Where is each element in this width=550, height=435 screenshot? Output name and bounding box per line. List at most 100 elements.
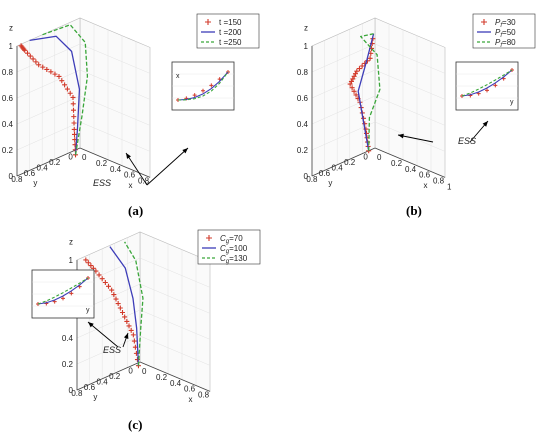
legend-marker-1 bbox=[205, 19, 211, 25]
inset-series-marker-1 bbox=[69, 291, 74, 296]
ess-annotation: ESS bbox=[103, 345, 121, 355]
legend-marker-1 bbox=[481, 19, 487, 25]
inset-series-line-2 bbox=[177, 71, 229, 101]
x-axis-label: x bbox=[424, 181, 428, 190]
z-tick-label: 0.4 bbox=[2, 120, 14, 129]
x-tick-label: 0.6 bbox=[124, 171, 136, 180]
annotation-arrowhead bbox=[88, 322, 94, 328]
inset-series-marker-1 bbox=[61, 296, 65, 301]
grid-line bbox=[76, 309, 141, 339]
y-axis bbox=[16, 147, 81, 177]
y-tick-label: 0.4 bbox=[37, 164, 49, 173]
z-tick-label: 0.4 bbox=[297, 120, 309, 129]
series-marker-1 bbox=[67, 90, 73, 96]
series-marker-1 bbox=[99, 276, 105, 282]
series-marker-1 bbox=[52, 71, 58, 77]
grid-line bbox=[374, 69, 446, 100]
grid-line bbox=[139, 309, 211, 340]
inset-axis-label: y bbox=[86, 307, 90, 314]
back-wall-xz bbox=[79, 17, 151, 178]
series-marker-1 bbox=[48, 69, 54, 75]
inset-series-marker-1 bbox=[192, 93, 197, 98]
series-line-2 bbox=[357, 33, 375, 151]
annotation-arrow bbox=[125, 152, 148, 186]
inset-series-marker-1 bbox=[493, 83, 498, 88]
series-marker-1 bbox=[33, 59, 39, 65]
y-axis-label: y bbox=[328, 178, 332, 187]
grid-line bbox=[139, 283, 211, 314]
ess-annotation: ESS bbox=[458, 136, 476, 146]
series-marker-1 bbox=[36, 62, 42, 68]
grid-line bbox=[374, 95, 446, 126]
inset-series-line-2 bbox=[37, 277, 89, 305]
series-marker-1 bbox=[109, 287, 115, 293]
z-tick-label: 0.2 bbox=[297, 146, 309, 155]
legend-label-2: Cg=100 bbox=[220, 244, 248, 255]
grid-line bbox=[79, 121, 151, 152]
grid-line bbox=[79, 69, 151, 100]
annotation-arrowhead bbox=[482, 121, 488, 127]
y-tick-label: 0.6 bbox=[319, 169, 331, 178]
legend-label-3: Pf=80 bbox=[495, 38, 516, 49]
series-marker-1 bbox=[40, 64, 46, 70]
series-marker-1 bbox=[27, 53, 33, 59]
series-marker-1 bbox=[351, 73, 357, 79]
grid-line bbox=[374, 43, 446, 74]
series-line-3 bbox=[124, 241, 144, 366]
series-marker-1 bbox=[88, 263, 94, 269]
series-marker-1 bbox=[70, 101, 76, 107]
series-marker-1 bbox=[71, 120, 77, 126]
z-tick-label: 0.4 bbox=[62, 334, 74, 343]
series-marker-1 bbox=[348, 78, 354, 84]
series-marker-1 bbox=[62, 82, 68, 88]
ess-annotation: ESS bbox=[93, 178, 111, 188]
legend-label-2: t =200 bbox=[219, 28, 242, 37]
y-axis bbox=[76, 361, 141, 391]
annotation-arrowhead bbox=[182, 148, 188, 154]
series-marker-1 bbox=[356, 66, 362, 72]
y-tick-label: 0.8 bbox=[306, 175, 318, 184]
z-axis-label: z bbox=[9, 23, 13, 32]
grid-line bbox=[79, 43, 151, 74]
legend-label-1: Cg=70 bbox=[220, 234, 243, 245]
x-axis-label: x bbox=[189, 395, 193, 404]
z-tick-label: 0.2 bbox=[2, 146, 14, 155]
series-line-3 bbox=[41, 24, 89, 155]
annotation-arrowhead bbox=[398, 133, 404, 139]
annotation-arrowhead bbox=[126, 153, 131, 159]
y-tick-label: 0.6 bbox=[84, 383, 96, 392]
grid-line bbox=[139, 335, 211, 366]
x-tick-label: 0.6 bbox=[419, 171, 431, 180]
legend-label-3: t =250 bbox=[219, 38, 242, 47]
panel-a: 00.20.40.60.81z0.80.60.40.20y00.20.40.60… bbox=[2, 13, 260, 190]
y-tick-label: 0 bbox=[363, 152, 368, 161]
series-marker-1 bbox=[56, 73, 62, 79]
series-marker-1 bbox=[352, 71, 358, 77]
series-marker-1 bbox=[85, 260, 91, 266]
annotation-arrow bbox=[87, 321, 119, 348]
series-marker-1 bbox=[131, 338, 137, 344]
x-axis bbox=[139, 361, 211, 392]
series-marker-1 bbox=[122, 314, 128, 320]
y-tick-label: 0 bbox=[128, 366, 133, 375]
inset-series-line-3 bbox=[461, 69, 513, 97]
panel-c-caption: (c) bbox=[128, 417, 143, 432]
x-tick-label: 0.8 bbox=[433, 177, 445, 186]
grid-line bbox=[139, 257, 211, 288]
inset-series-marker-1 bbox=[485, 88, 489, 93]
series-marker-1 bbox=[71, 114, 77, 120]
grid-line bbox=[311, 43, 376, 73]
legend-label-1: Pf=30 bbox=[495, 18, 516, 29]
series-marker-1 bbox=[44, 66, 50, 72]
annotation-arrowhead bbox=[123, 333, 129, 339]
x-tick-label: 0.4 bbox=[110, 165, 122, 174]
series-marker-1 bbox=[59, 78, 65, 84]
y-tick-label: 0 bbox=[68, 152, 73, 161]
x-tick-label: 0.8 bbox=[138, 177, 150, 186]
series-marker-1 bbox=[106, 283, 111, 289]
x-tick-label: 0.2 bbox=[156, 373, 168, 382]
y-axis bbox=[311, 147, 376, 177]
series-marker-1 bbox=[124, 318, 130, 324]
z-tick-label: 0 bbox=[9, 172, 14, 181]
inset-series-marker-1 bbox=[201, 88, 205, 93]
